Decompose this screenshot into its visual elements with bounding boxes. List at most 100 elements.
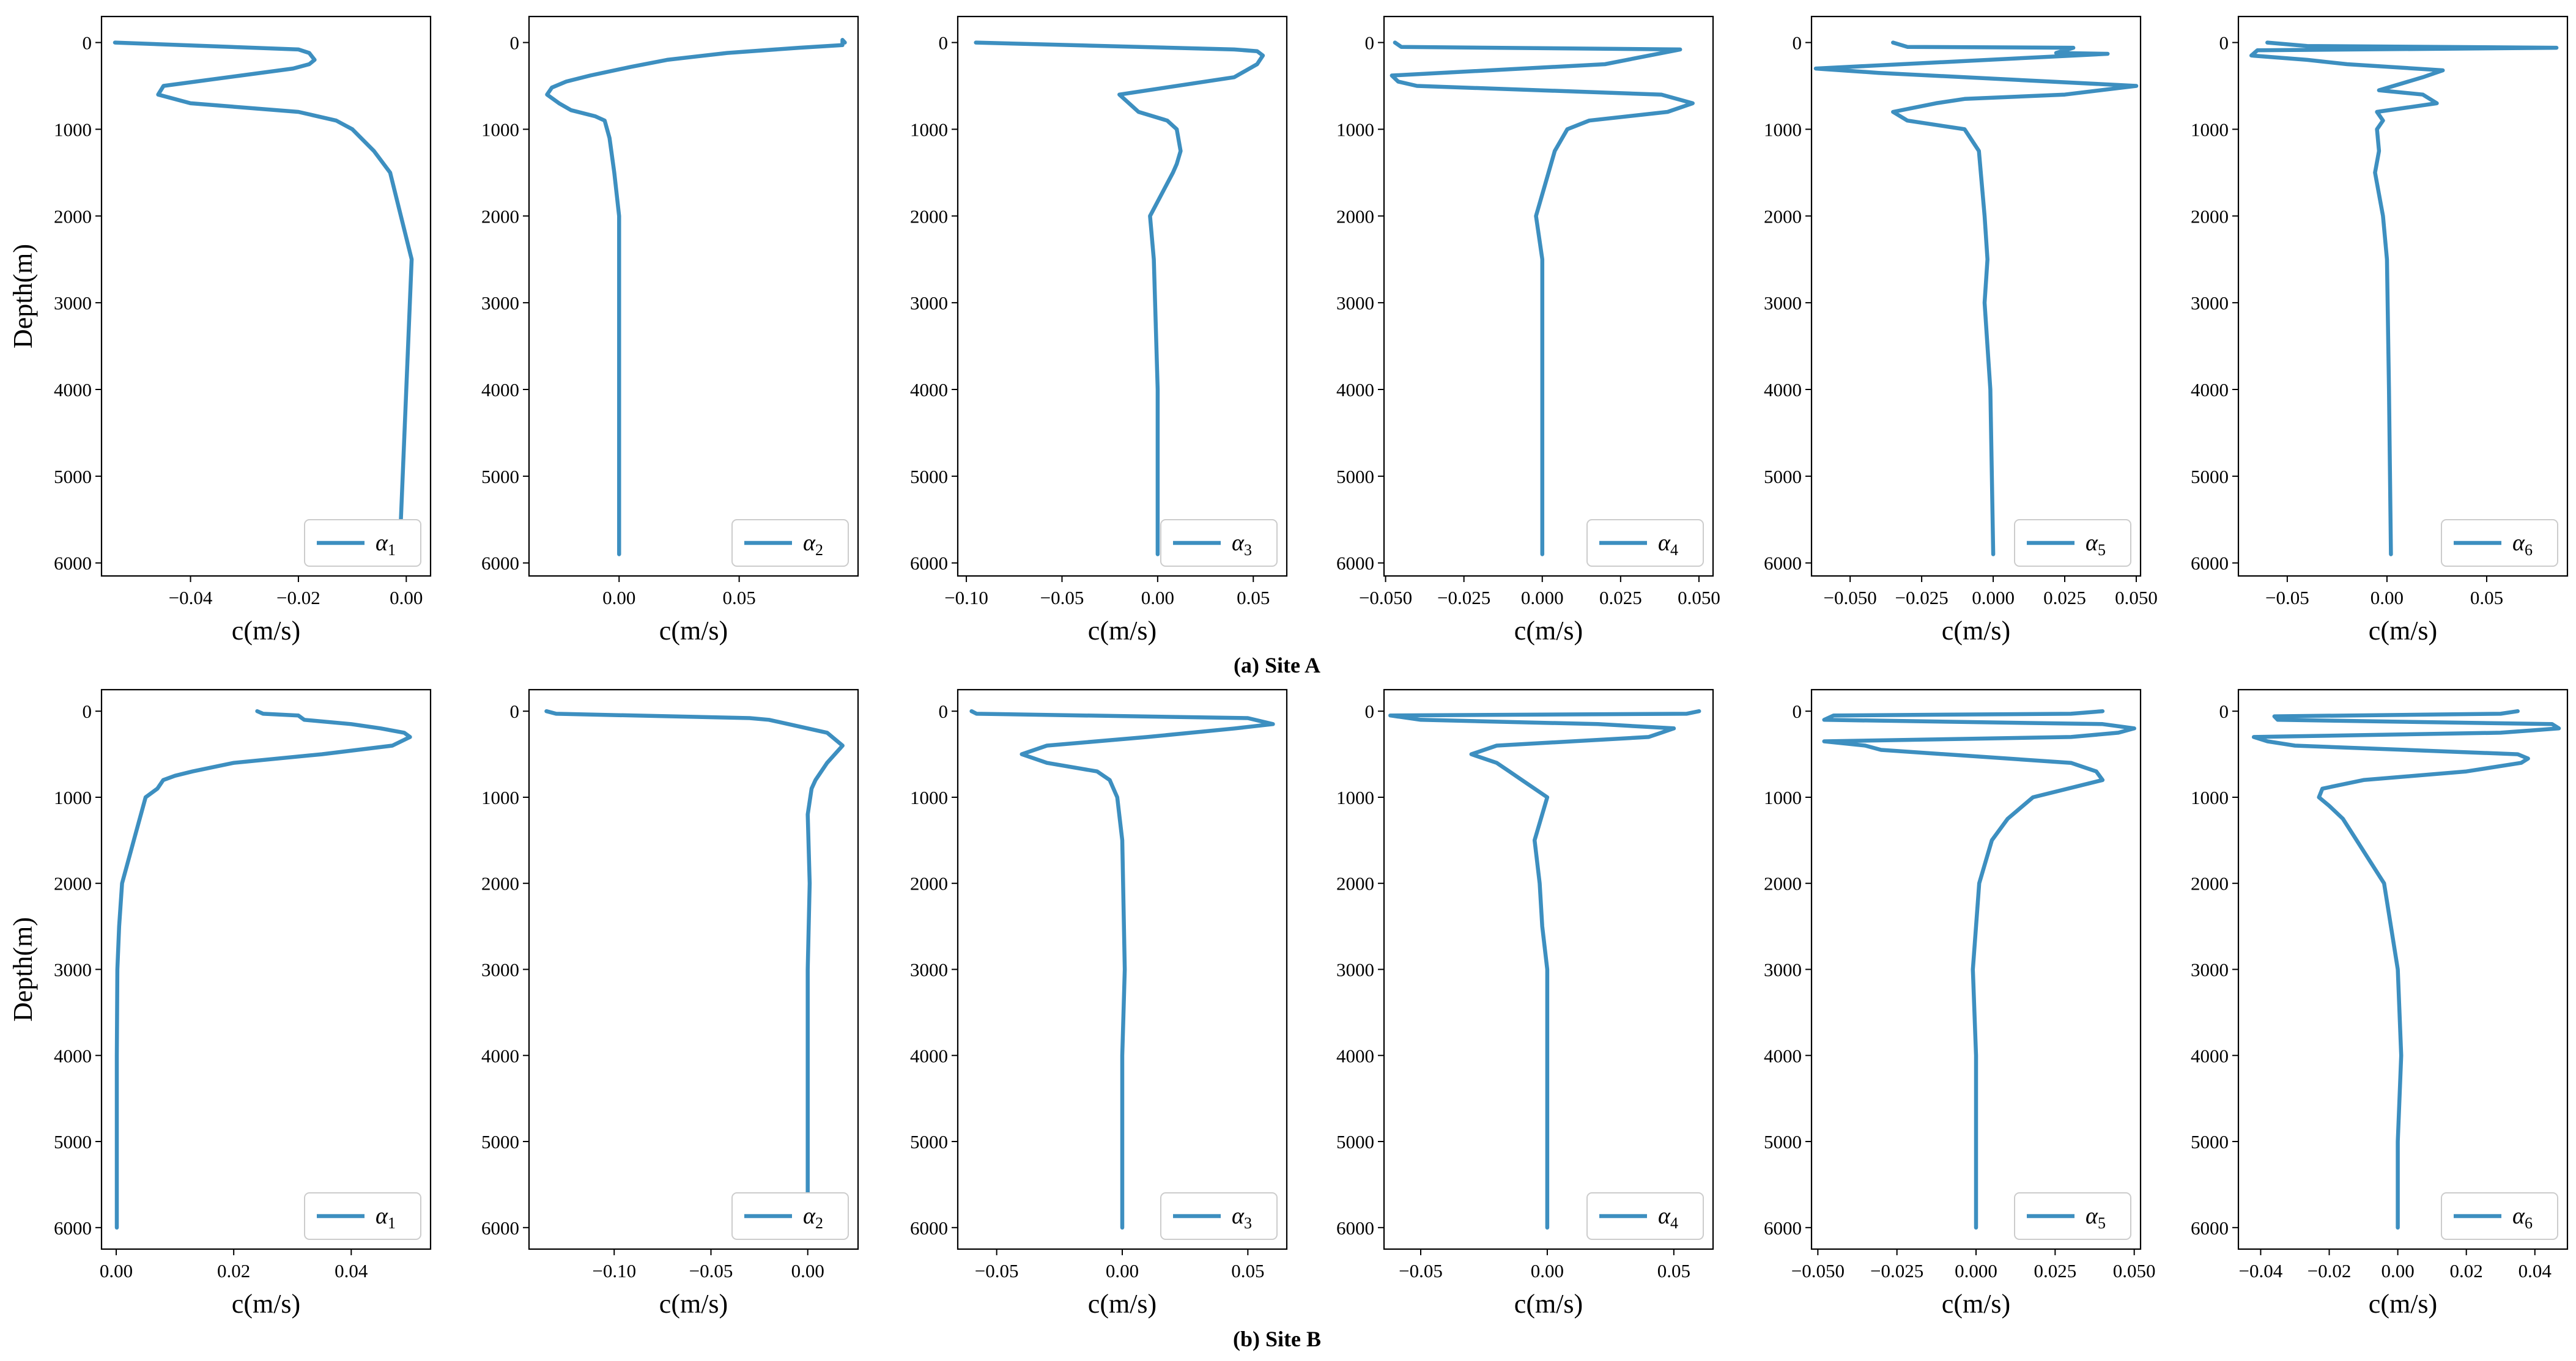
x-tick-label: 0.00 [1141, 587, 1174, 608]
y-tick-label: 4000 [1764, 1045, 1802, 1066]
legend-label: α4 [1658, 1203, 1678, 1232]
panel-site-b-3: 0 1000 2000 3000 4000 5000 6000 −0.05 0.00 0.05 c(… [910, 688, 1288, 1319]
panel-site-a-4: 0 1000 2000 3000 4000 5000 6000 −0.050 −0.025 0.0… [1336, 15, 1720, 646]
y-tick-label: 2000 [2191, 205, 2229, 227]
panel-site-a-5: 0 1000 2000 3000 4000 5000 6000 −0.050 −0.025 0.0… [1764, 15, 2158, 646]
y-tick-label: 3000 [54, 959, 92, 981]
y-tick-label: 0 [1365, 701, 1375, 722]
series-line-alpha3 [974, 40, 1265, 556]
y-tick-label: 5000 [1336, 466, 1374, 487]
plot-frame [2237, 688, 2569, 1250]
y-tick-label: 5000 [1764, 466, 1802, 487]
panel-site-a-3: 0 1000 2000 3000 4000 5000 6000 −0.10 −0.05 0.00 0… [910, 15, 1288, 646]
y-tick-label: 3000 [2191, 292, 2229, 314]
legend-label: α4 [1658, 530, 1678, 559]
x-tick-label: 0.00 [390, 587, 423, 608]
legend: α2 [731, 519, 849, 567]
legend: α2 [731, 1192, 849, 1240]
legend-label: α5 [2086, 530, 2106, 559]
y-tick-label: 2000 [910, 873, 948, 894]
y-tick-label: 1000 [481, 119, 519, 140]
y-tick-label: 0 [83, 701, 92, 722]
x-tick-label: 0.025 [2043, 587, 2086, 608]
x-tick-label: −0.04 [169, 587, 213, 608]
y-tick-label: 2000 [2191, 873, 2229, 894]
y-tick-label: 1000 [1336, 119, 1374, 140]
y-tick-label: 3000 [2191, 959, 2229, 981]
x-tick-label: 0.050 [2113, 1260, 2156, 1282]
legend-label: α2 [803, 530, 823, 559]
y-tick-label: 6000 [910, 1217, 948, 1239]
y-tick-label: 5000 [910, 466, 948, 487]
x-tick-label: 0.05 [2470, 587, 2503, 608]
y-tick-label: 4000 [2191, 1045, 2229, 1066]
legend-label: α5 [2086, 1203, 2106, 1232]
legend: α6 [2441, 1192, 2558, 1240]
legend: α5 [2014, 1192, 2131, 1240]
x-tick-label: 0.04 [2519, 1260, 2552, 1282]
x-tick-label: 0.050 [2115, 587, 2158, 608]
y-tick-label: 5000 [2191, 1131, 2229, 1153]
y-tick-label: 4000 [910, 1045, 948, 1066]
caption-site-a: (a) Site A [1234, 653, 1320, 677]
y-tick-label: 3000 [481, 959, 519, 981]
y-tick-label: 1000 [54, 119, 92, 140]
x-tick-label: 0.00 [2381, 1260, 2414, 1282]
plot-frame [2237, 15, 2569, 577]
y-tick-label: 3000 [1336, 959, 1374, 981]
x-tick-label: 0.00 [1531, 1260, 1564, 1282]
y-tick-label: 2000 [481, 205, 519, 227]
plot-frame [528, 15, 859, 577]
x-tick-label: −0.025 [1437, 587, 1490, 608]
y-tick-label: 5000 [54, 1131, 92, 1153]
x-tick-label: 0.025 [1599, 587, 1642, 608]
x-tick-label: 0.00 [791, 1260, 824, 1282]
x-tick-label: 0.025 [2034, 1260, 2076, 1282]
x-tick-label: −0.05 [975, 1260, 1019, 1282]
legend-label: α1 [376, 1203, 396, 1232]
y-tick-label: 0 [2219, 701, 2229, 722]
y-tick-label: 3000 [1336, 292, 1374, 314]
x-tick-label: 0.000 [1521, 587, 1564, 608]
panel-site-a-1: 0 1000 2000 3000 4000 5000 6000 −0.04 −0.02 0.00 c… [8, 15, 432, 646]
y-tick-label: 1000 [1336, 787, 1374, 808]
y-tick-label: 2000 [910, 205, 948, 227]
y-tick-label: 6000 [1764, 1217, 1802, 1239]
x-axis-label: c(m/s) [2369, 1289, 2437, 1319]
y-tick-label: 0 [1793, 701, 1802, 722]
series-line-alpha2 [544, 709, 845, 1195]
x-tick-label: −0.05 [1040, 587, 1084, 608]
y-tick-label: 5000 [1336, 1131, 1374, 1153]
plot-frame [1383, 15, 1714, 577]
series-line-alpha6 [2249, 40, 2559, 556]
y-tick-label: 6000 [910, 553, 948, 574]
y-tick-label: 2000 [54, 873, 92, 894]
x-axis-label: c(m/s) [1942, 616, 2010, 646]
y-tick-label: 4000 [481, 379, 519, 400]
x-tick-label: 0.05 [1237, 587, 1270, 608]
x-axis-label: c(m/s) [659, 616, 728, 646]
x-axis-label: c(m/s) [659, 1289, 728, 1319]
y-tick-label: 1000 [1764, 119, 1802, 140]
y-tick-label: 3000 [481, 292, 519, 314]
legend: α3 [1160, 519, 1278, 567]
y-tick-label: 6000 [54, 553, 92, 574]
x-tick-label: 0.05 [1657, 1260, 1690, 1282]
y-tick-label: 1000 [54, 787, 92, 808]
y-tick-label: 2000 [1764, 205, 1802, 227]
x-tick-label: 0.00 [602, 587, 635, 608]
y-tick-label: 6000 [2191, 1217, 2229, 1239]
panel-site-a-2: 0 1000 2000 3000 4000 5000 6000 0.00 0.05 c(m/s) α… [481, 15, 859, 646]
legend-label: α3 [1232, 530, 1252, 559]
x-axis-label: c(m/s) [1942, 1289, 2010, 1319]
y-tick-label: 0 [510, 701, 520, 722]
y-tick-label: 4000 [1336, 379, 1374, 400]
y-tick-label: 1000 [2191, 119, 2229, 140]
y-axis-label: Depth(m) [8, 244, 38, 349]
y-tick-label: 0 [83, 32, 92, 54]
legend: α4 [1586, 1192, 1704, 1240]
x-tick-label: −0.050 [1824, 587, 1877, 608]
y-tick-label: 5000 [481, 466, 519, 487]
y-tick-label: 4000 [1764, 379, 1802, 400]
